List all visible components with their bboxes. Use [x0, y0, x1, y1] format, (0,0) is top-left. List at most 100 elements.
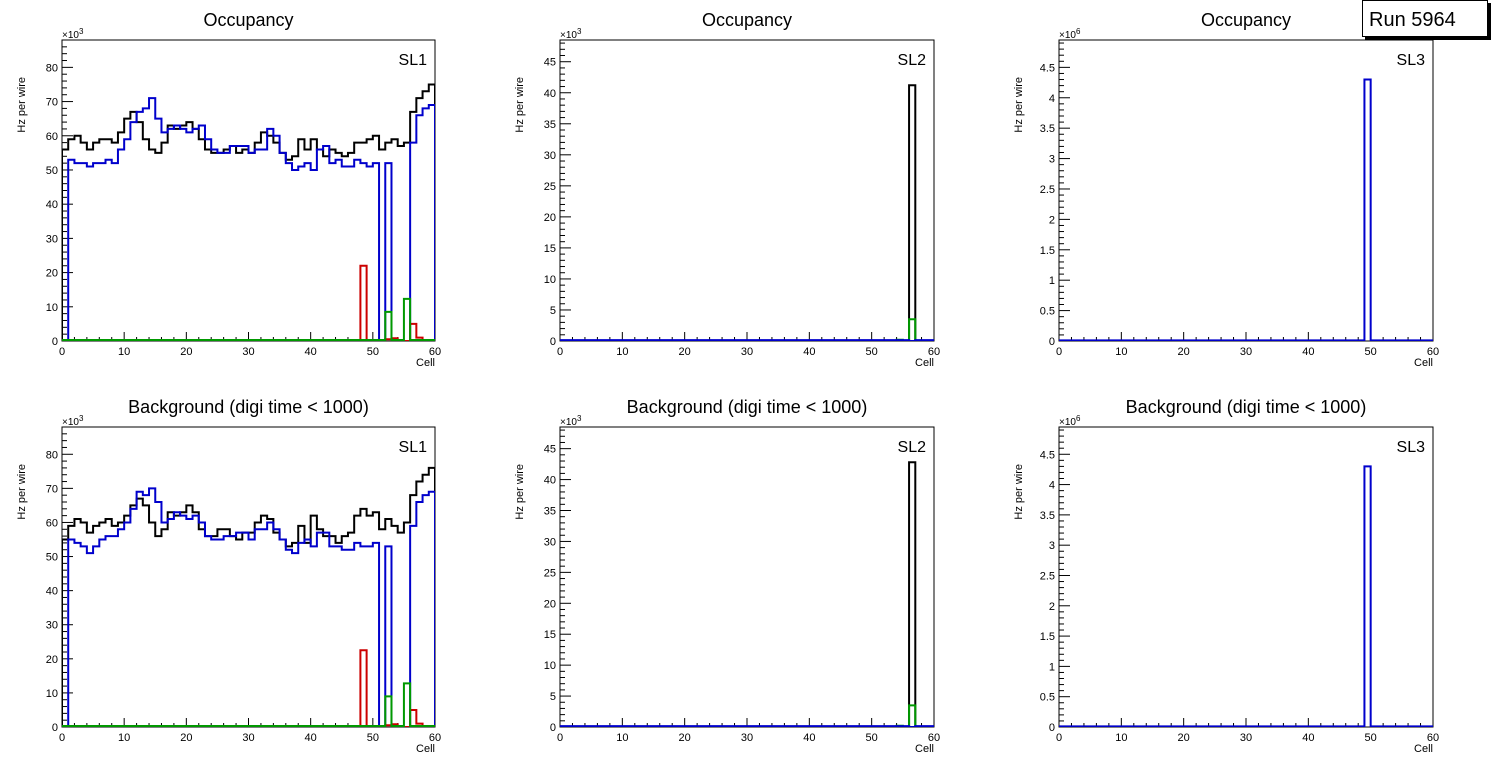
- y-tick-label: 3: [1049, 540, 1055, 552]
- chart-title: Background (digi time < 1000): [627, 397, 868, 417]
- histogram-series-blue: [560, 725, 934, 727]
- y-tick-label: 0: [52, 336, 58, 348]
- x-tick-label: 20: [180, 346, 192, 358]
- y-tick-label: 60: [46, 517, 58, 529]
- y-tick-label: 2.5: [1040, 184, 1055, 196]
- y-tick-label: 80: [46, 62, 58, 74]
- x-tick-label: 0: [557, 346, 563, 358]
- chart-panel-4: Background (digi time < 1000) 0 10 20 30 40 50…: [16, 397, 441, 755]
- histogram-series-blue: [1059, 465, 1433, 727]
- y-exponent-label: ×106: [1059, 414, 1081, 428]
- y-tick-label: 50: [46, 165, 58, 177]
- plot-frame: [559, 426, 935, 728]
- x-tick-label: 30: [741, 346, 753, 358]
- x-tick-label: 60: [429, 732, 441, 744]
- x-tick-label: 40: [803, 346, 815, 358]
- x-tick-label: 60: [429, 346, 441, 358]
- y-exponent-label: ×103: [560, 414, 582, 428]
- x-tick-label: 10: [118, 346, 130, 358]
- y-tick-label: 25: [544, 567, 556, 579]
- y-tick-label: 40: [544, 475, 556, 487]
- x-tick-label: 0: [59, 346, 65, 358]
- x-tick-label: 10: [1115, 732, 1127, 744]
- chart-panel-3: Occupancy 0 10 20 30 40 50 60 0 0.5 1 1.5 2 2.5 3 3.5 4 4…: [1013, 10, 1439, 369]
- y-tick-label: 0.5: [1040, 692, 1055, 704]
- y-axis-label: Hz per wire: [514, 464, 526, 520]
- histogram-series-blue: [62, 487, 435, 727]
- y-tick-label: 20: [544, 598, 556, 610]
- exponent-power: 6: [1076, 27, 1081, 36]
- y-axis-label: Hz per wire: [16, 77, 28, 133]
- y-tick-label: 30: [544, 536, 556, 548]
- exponent-power: 3: [577, 27, 582, 36]
- x-tick-label: 30: [1240, 732, 1252, 744]
- y-tick-label: 10: [46, 302, 58, 314]
- y-tick-label: 10: [544, 660, 556, 672]
- y-tick-label: 35: [544, 506, 556, 518]
- x-tick-label: 10: [616, 346, 628, 358]
- exponent-power: 6: [1076, 414, 1081, 423]
- superlayer-label: SL3: [1397, 439, 1426, 456]
- chart-title: Background (digi time < 1000): [128, 397, 369, 417]
- x-axis-label: Cell: [1414, 357, 1433, 369]
- x-axis-label: Cell: [915, 743, 934, 755]
- x-tick-label: 40: [803, 732, 815, 744]
- x-tick-label: 40: [305, 732, 317, 744]
- x-tick-label: 0: [1056, 346, 1062, 358]
- y-tick-label: 20: [46, 268, 58, 280]
- x-tick-label: 40: [1302, 732, 1314, 744]
- y-tick-label: 35: [544, 119, 556, 131]
- y-axis-label: Hz per wire: [16, 464, 28, 520]
- y-tick-label: 60: [46, 131, 58, 143]
- y-axis-label: Hz per wire: [1013, 77, 1025, 133]
- chart-panel-1: Occupancy 0 10 20 30 40 50 60 0 10 20 30 40 50 60 70 80 C…: [16, 10, 441, 369]
- x-tick-label: 20: [180, 732, 192, 744]
- y-exponent-label: ×106: [1059, 27, 1081, 41]
- y-tick-label: 40: [544, 88, 556, 100]
- chart-panel-5: Background (digi time < 1000) 0 10 20 30 40 50…: [514, 397, 940, 755]
- histogram-series-black: [560, 84, 934, 341]
- y-axis-label: Hz per wire: [514, 77, 526, 133]
- superlayer-label: SL1: [399, 52, 428, 69]
- y-tick-label: 1.5: [1040, 631, 1055, 643]
- y-tick-label: 1: [1049, 275, 1055, 287]
- y-tick-label: 70: [46, 97, 58, 109]
- y-tick-label: 3.5: [1040, 510, 1055, 522]
- y-axis-label: Hz per wire: [1013, 464, 1025, 520]
- y-tick-label: 3.5: [1040, 123, 1055, 135]
- histogram-series-black: [560, 461, 934, 727]
- superlayer-label: SL2: [898, 52, 927, 69]
- x-tick-label: 60: [928, 346, 940, 358]
- exponent-power: 3: [79, 414, 84, 423]
- histogram-series-black: [62, 466, 435, 727]
- y-tick-label: 0: [1049, 336, 1055, 348]
- chart-title: Occupancy: [1201, 10, 1291, 30]
- superlayer-label: SL3: [1397, 52, 1426, 69]
- exponent-base: ×10: [1059, 30, 1076, 41]
- x-tick-label: 50: [866, 732, 878, 744]
- run-label: Run 5964: [1369, 9, 1456, 31]
- y-tick-label: 30: [46, 620, 58, 632]
- x-tick-label: 20: [679, 732, 691, 744]
- x-tick-label: 20: [1178, 346, 1190, 358]
- y-tick-label: 2.5: [1040, 570, 1055, 582]
- y-tick-label: 4.5: [1040, 449, 1055, 461]
- y-tick-label: 20: [544, 212, 556, 224]
- chart-title: Background (digi time < 1000): [1126, 397, 1367, 417]
- x-tick-label: 0: [59, 732, 65, 744]
- y-tick-label: 30: [46, 233, 58, 245]
- x-tick-label: 50: [367, 346, 379, 358]
- y-tick-label: 15: [544, 243, 556, 255]
- x-tick-label: 10: [118, 732, 130, 744]
- y-tick-label: 40: [46, 586, 58, 598]
- x-tick-label: 50: [367, 732, 379, 744]
- exponent-base: ×10: [560, 30, 577, 41]
- histogram-series-green: [62, 682, 435, 727]
- y-tick-label: 0: [550, 722, 556, 734]
- x-tick-label: 30: [741, 732, 753, 744]
- x-tick-label: 10: [616, 732, 628, 744]
- x-tick-label: 60: [1427, 346, 1439, 358]
- x-axis-label: Cell: [416, 743, 435, 755]
- y-tick-label: 50: [46, 552, 58, 564]
